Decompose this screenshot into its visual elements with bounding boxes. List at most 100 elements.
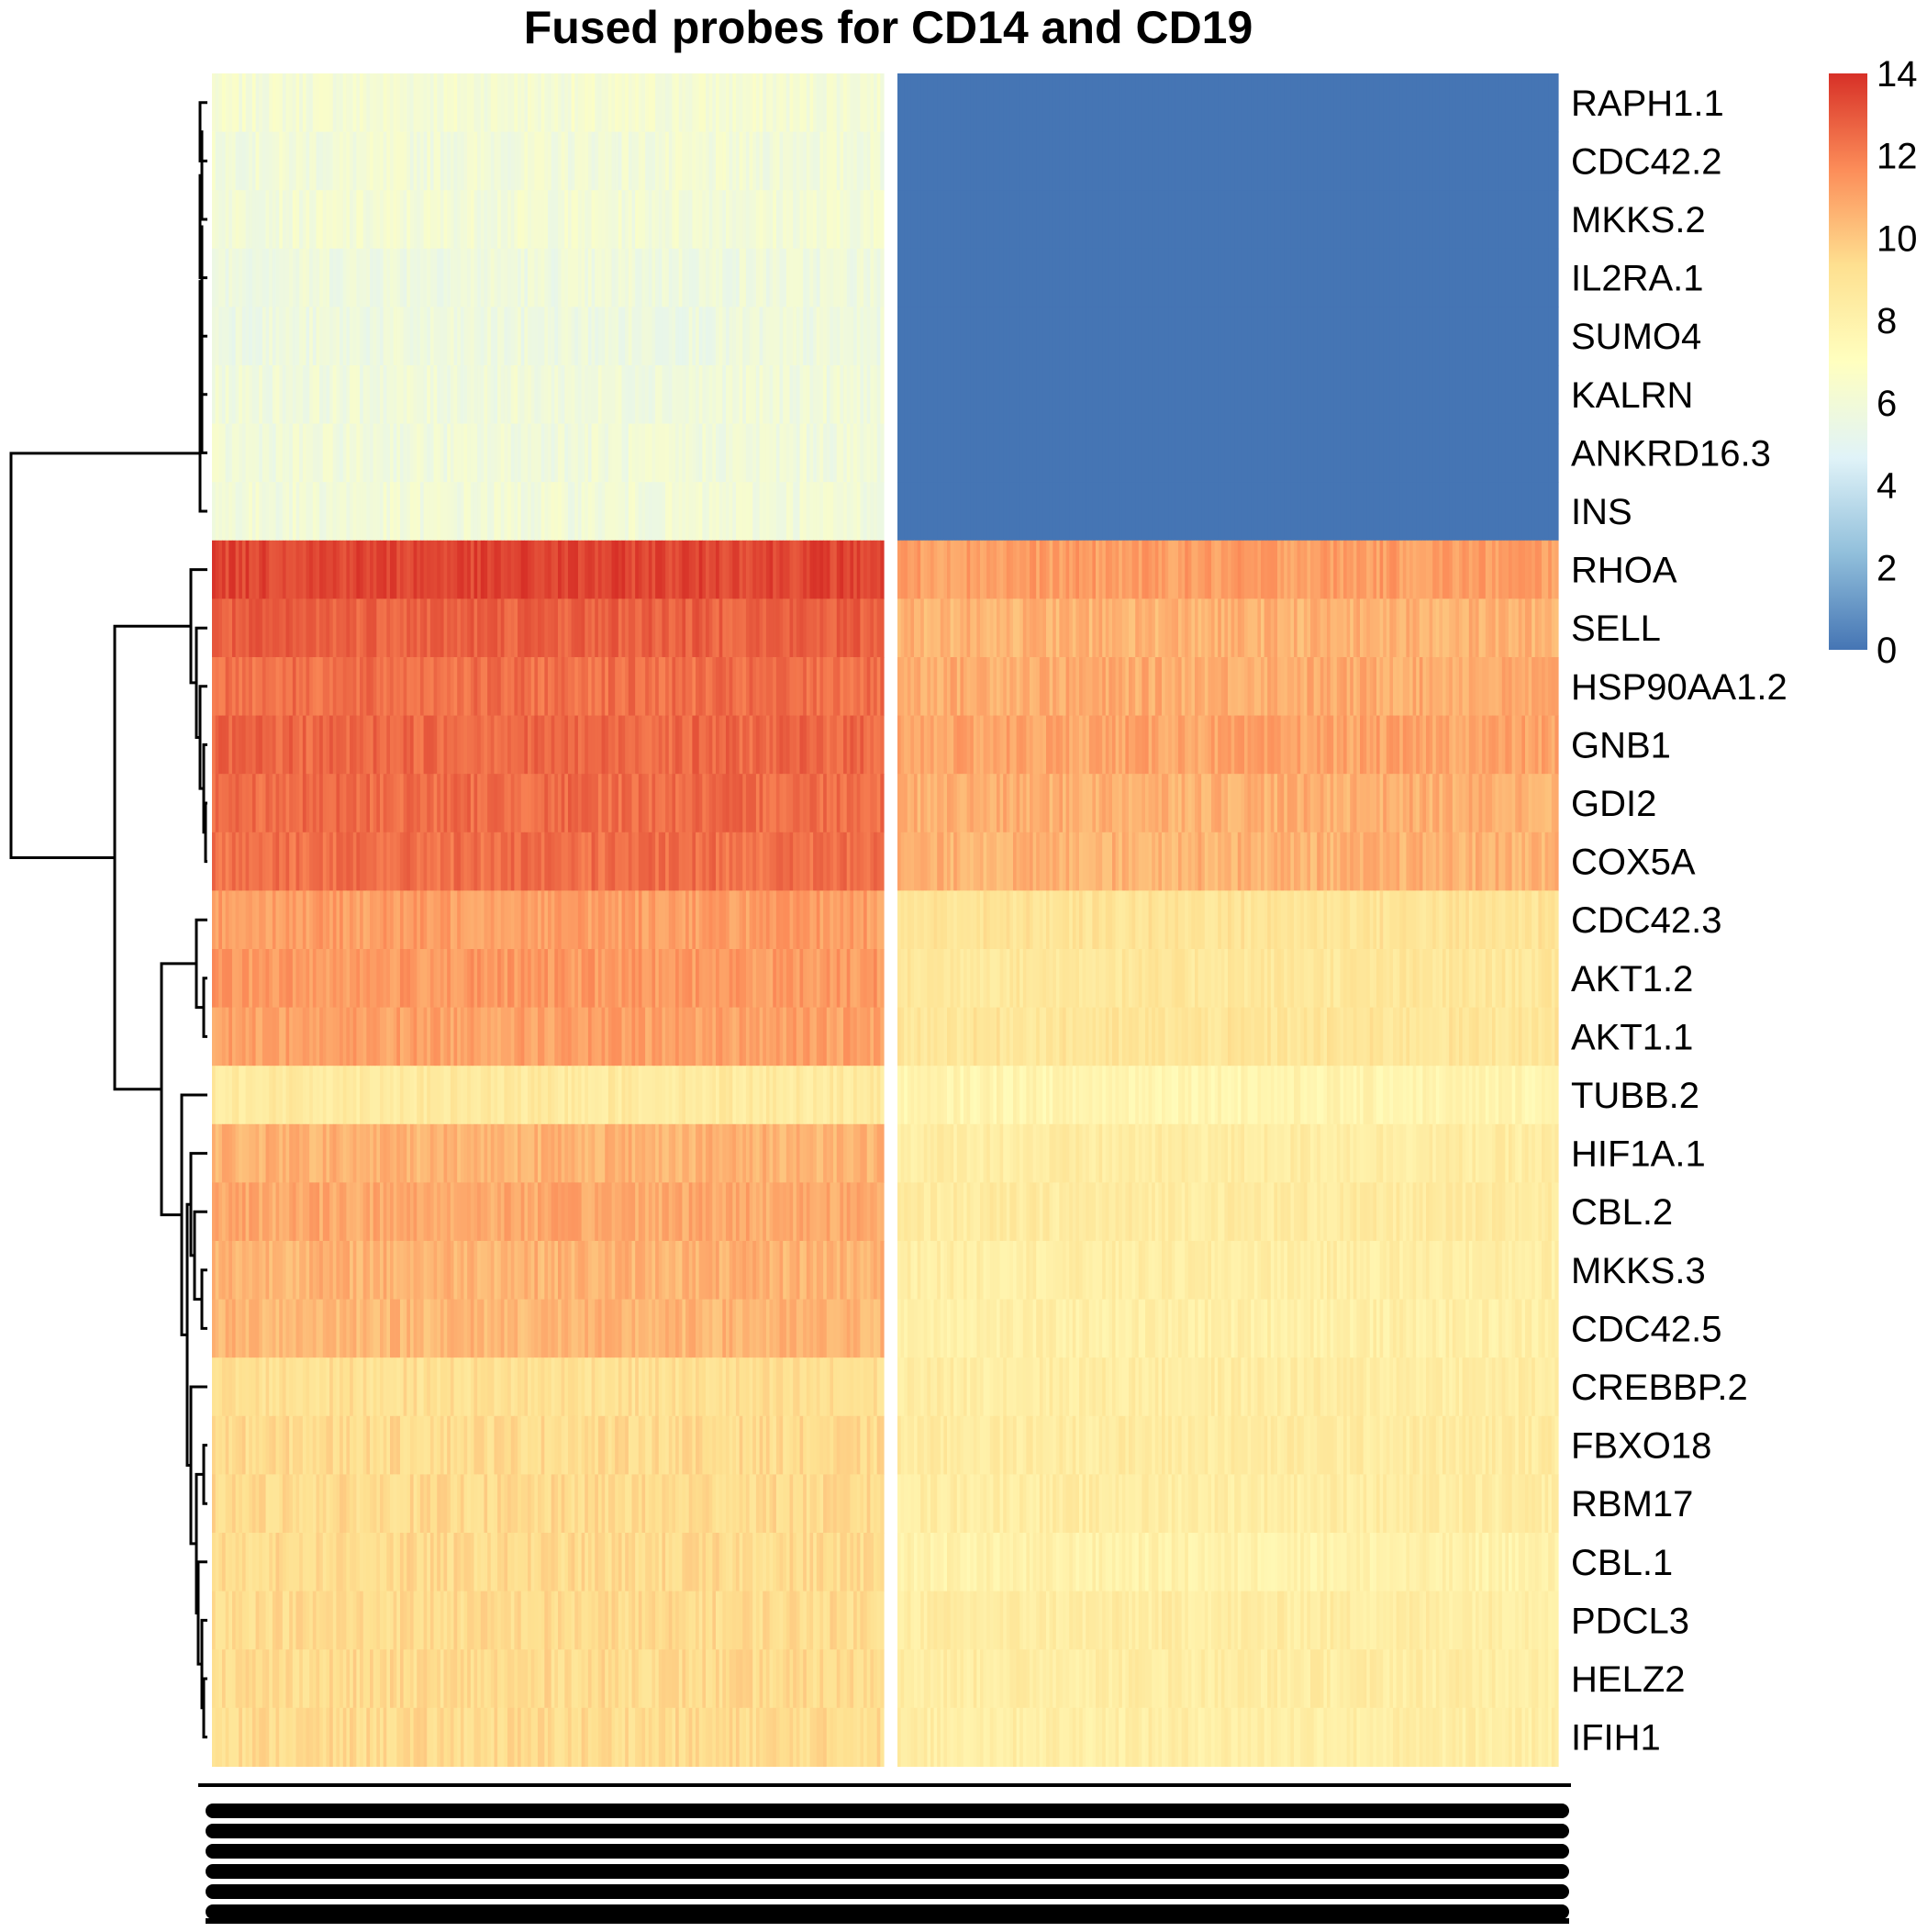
heatmap-cell xyxy=(759,423,763,483)
heatmap-cell xyxy=(386,832,391,891)
heatmap-cell xyxy=(329,423,334,483)
heatmap-cell xyxy=(675,657,680,717)
heatmap-cell xyxy=(228,1182,233,1242)
heatmap-cell xyxy=(342,1299,347,1358)
heatmap-cell xyxy=(241,949,247,1009)
heatmap-cell xyxy=(407,248,411,307)
heatmap-cell xyxy=(716,1415,720,1475)
heatmap-cell xyxy=(215,190,219,250)
heatmap-cell xyxy=(783,774,787,833)
heatmap-cell xyxy=(356,1415,361,1475)
heatmap-cell xyxy=(423,73,428,133)
heatmap-cell xyxy=(500,248,506,307)
heatmap-cell xyxy=(393,1474,397,1534)
heatmap-cell xyxy=(265,890,270,950)
heatmap-cell xyxy=(548,1241,552,1301)
heatmap-cell xyxy=(809,1241,814,1301)
heatmap-cell xyxy=(696,131,700,191)
heatmap-cell xyxy=(729,190,733,250)
heatmap-cell xyxy=(564,1123,569,1183)
heatmap-cell xyxy=(316,598,320,658)
heatmap-cell xyxy=(218,248,223,307)
heatmap-cell xyxy=(722,1357,727,1417)
heatmap-cell xyxy=(678,949,683,1009)
heatmap-cell xyxy=(618,657,623,717)
heatmap-cell xyxy=(765,1241,771,1301)
heatmap-cell xyxy=(393,73,397,133)
heatmap-cell xyxy=(605,1241,609,1301)
heatmap-cell xyxy=(403,190,407,250)
heatmap-cell xyxy=(783,1299,787,1358)
heatmap-cell xyxy=(419,890,425,950)
heatmap-cell xyxy=(275,423,280,483)
heatmap-cell xyxy=(376,1299,381,1358)
heatmap-cell xyxy=(235,1182,239,1242)
heatmap-cell xyxy=(218,482,223,542)
heatmap-cell xyxy=(490,949,496,1009)
heatmap-cell xyxy=(460,949,465,1009)
heatmap-cell xyxy=(846,1007,851,1067)
heatmap-cell xyxy=(628,832,633,891)
heatmap-cell xyxy=(752,1474,757,1534)
heatmap-cell xyxy=(376,190,381,250)
heatmap-cell xyxy=(655,1415,660,1475)
heatmap-cell xyxy=(574,774,579,833)
heatmap-cell xyxy=(591,73,596,133)
heatmap-cell xyxy=(577,1123,583,1183)
heatmap-cell xyxy=(316,949,320,1009)
heatmap-cell xyxy=(702,190,707,250)
heatmap-cell xyxy=(302,890,307,950)
heatmap-cell xyxy=(285,1241,290,1301)
heatmap-cell xyxy=(322,832,328,891)
heatmap-cell xyxy=(316,832,320,891)
heatmap-cell xyxy=(655,949,660,1009)
heatmap-cell xyxy=(366,598,371,658)
heatmap-cell xyxy=(510,657,515,717)
heatmap-cell xyxy=(518,365,522,425)
heatmap-cell xyxy=(763,890,767,950)
heatmap-cell xyxy=(823,365,828,425)
heatmap-cell xyxy=(557,1241,563,1301)
heatmap-cell xyxy=(618,1066,623,1125)
heatmap-cell xyxy=(735,598,741,658)
heatmap-cell xyxy=(638,598,643,658)
heatmap-cell xyxy=(577,598,583,658)
heatmap-cell xyxy=(245,890,250,950)
heatmap-cell xyxy=(399,657,405,717)
heatmap-cell xyxy=(823,73,828,133)
heatmap-cell xyxy=(874,1123,878,1183)
heatmap-cell xyxy=(221,365,227,425)
heatmap-cell xyxy=(500,131,506,191)
heatmap-cell xyxy=(427,1123,431,1183)
heatmap-cell xyxy=(799,598,804,658)
heatmap-cell xyxy=(785,1007,791,1067)
heatmap-cell xyxy=(376,1241,381,1301)
heatmap-cell xyxy=(678,1415,683,1475)
heatmap-cell xyxy=(567,832,573,891)
heatmap-cell xyxy=(668,715,674,775)
heatmap-cell xyxy=(668,307,674,366)
heatmap-cell xyxy=(706,248,710,307)
heatmap-cell xyxy=(826,774,831,833)
heatmap-cell xyxy=(698,598,703,658)
heatmap-cell xyxy=(484,1182,488,1242)
heatmap-cell xyxy=(793,131,797,191)
heatmap-cell xyxy=(678,715,683,775)
heatmap-cell xyxy=(692,1357,696,1417)
heatmap-cell xyxy=(853,73,858,133)
heatmap-cell xyxy=(245,657,250,717)
heatmap-cell xyxy=(672,774,676,833)
heatmap-cell xyxy=(279,1357,284,1417)
dendrogram-link xyxy=(195,918,207,1010)
heatmap-cell xyxy=(393,1007,397,1067)
heatmap-cell xyxy=(221,1007,227,1067)
heatmap-cell xyxy=(725,1123,730,1183)
heatmap-cell xyxy=(571,890,575,950)
heatmap-cell xyxy=(551,307,555,366)
heatmap-cell xyxy=(473,365,478,425)
heatmap-cell xyxy=(648,248,653,307)
heatmap-cell xyxy=(389,1415,395,1475)
heatmap-cell xyxy=(228,1415,233,1475)
heatmap-cell xyxy=(739,1182,743,1242)
heatmap-cell xyxy=(544,890,549,950)
